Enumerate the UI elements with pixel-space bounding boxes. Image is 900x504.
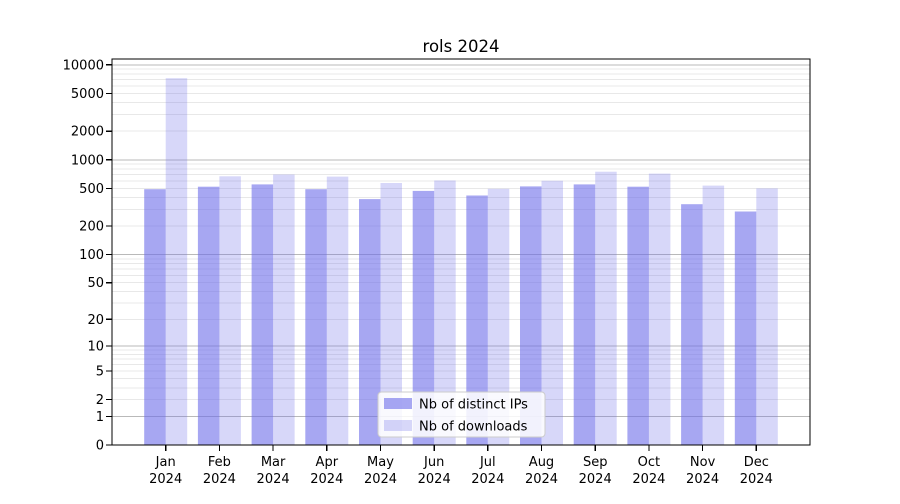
legend-swatch-ips [384, 398, 412, 409]
x-tick-label-year: 2024 [579, 472, 612, 487]
y-tick-label: 50 [87, 276, 104, 291]
y-tick-label: 5 [96, 365, 104, 380]
bar-ips-jul [466, 195, 488, 445]
axis-ticks [106, 64, 757, 451]
bar-ips-oct [627, 186, 649, 445]
x-tick-label-year: 2024 [364, 472, 397, 487]
bar-ips-feb [197, 186, 220, 445]
bar-downloads-jul [487, 188, 510, 446]
legend-swatch-downloads [384, 420, 412, 431]
y-tick-label: 10 [87, 340, 104, 355]
x-tick-label-month: Feb [208, 455, 231, 470]
x-tick-label-month: Dec [744, 455, 769, 470]
x-tick-label-year: 2024 [310, 472, 343, 487]
x-tick-label-month: Apr [316, 455, 339, 470]
x-tick-label-month: Mar [261, 455, 286, 470]
x-tick-labels: Jan 2024 Feb 2024 Mar 2024 Apr 2024 May 2024 Jun 20… [149, 455, 773, 487]
bar-downloads-may [380, 183, 402, 445]
chart-title: rols 2024 [423, 37, 500, 56]
y-tick-label: 0 [96, 439, 104, 454]
bar-ips-dec [734, 211, 757, 445]
bar-downloads-apr [326, 176, 349, 445]
bar-downloads-jan [165, 78, 188, 445]
bar-downloads-nov [702, 185, 725, 445]
x-tick-label-month: May [367, 455, 394, 470]
bar-downloads-sep [595, 171, 617, 445]
x-tick-label-year: 2024 [149, 472, 182, 487]
y-tick-label: 1000 [71, 153, 104, 168]
x-tick-label-year: 2024 [471, 472, 504, 487]
bar-ips-jun [412, 190, 435, 445]
bar-downloads-aug [541, 180, 563, 446]
y-tick-label: 100 [79, 248, 104, 263]
x-tick-label-month: Jan [155, 455, 176, 470]
bar-ips-aug [520, 186, 542, 445]
x-tick-label-month: Jun [423, 455, 444, 470]
x-tick-label-year: 2024 [632, 472, 665, 487]
x-tick-label-year: 2024 [740, 472, 773, 487]
x-tick-label-month: Sep [583, 455, 608, 470]
y-tick-label: 500 [79, 182, 104, 197]
bar-ips-apr [305, 189, 327, 445]
bar-ips-mar [251, 184, 274, 445]
bar-ips-sep [573, 184, 596, 445]
x-tick-label-year: 2024 [686, 472, 719, 487]
y-tick-label: 2000 [71, 125, 104, 140]
bar-ips-nov [681, 204, 703, 445]
legend: Nb of distinct IPs Nb of downloads [377, 391, 546, 438]
axes-spines [111, 58, 811, 446]
x-tick-label-month: Nov [690, 455, 716, 470]
legend-label-downloads: Nb of downloads [419, 420, 528, 435]
x-tick-label-month: Aug [529, 455, 554, 470]
bar-series [144, 78, 778, 446]
y-tick-label: 20 [87, 313, 104, 328]
bar-downloads-feb [219, 176, 241, 446]
legend-box [377, 391, 546, 438]
bar-downloads-mar [273, 174, 295, 445]
y-tick-label: 10000 [63, 58, 104, 73]
x-tick-label-year: 2024 [203, 472, 236, 487]
bar-downloads-jun [434, 180, 456, 445]
x-tick-label-year: 2024 [418, 472, 451, 487]
x-tick-label-year: 2024 [525, 472, 558, 487]
bar-downloads-oct [648, 173, 671, 445]
bar-ips-may [359, 199, 381, 445]
legend-label-ips: Nb of distinct IPs [419, 398, 528, 413]
y-tick-label: 200 [79, 220, 104, 235]
x-tick-label-year: 2024 [257, 472, 290, 487]
x-tick-label-month: Jul [479, 455, 496, 470]
bar-ips-jan [144, 189, 166, 445]
x-tick-label-month: Oct [638, 455, 660, 470]
y-tick-label: 1 [96, 410, 104, 425]
y-tick-label: 2 [96, 393, 104, 408]
y-tick-label: 5000 [71, 87, 104, 102]
bar-downloads-dec [756, 188, 778, 445]
y-tick-labels: 0 1 2 5 10 20 50 100 200 500 1000 2000 5000 10000 [63, 58, 104, 453]
plot-border [111, 58, 811, 446]
